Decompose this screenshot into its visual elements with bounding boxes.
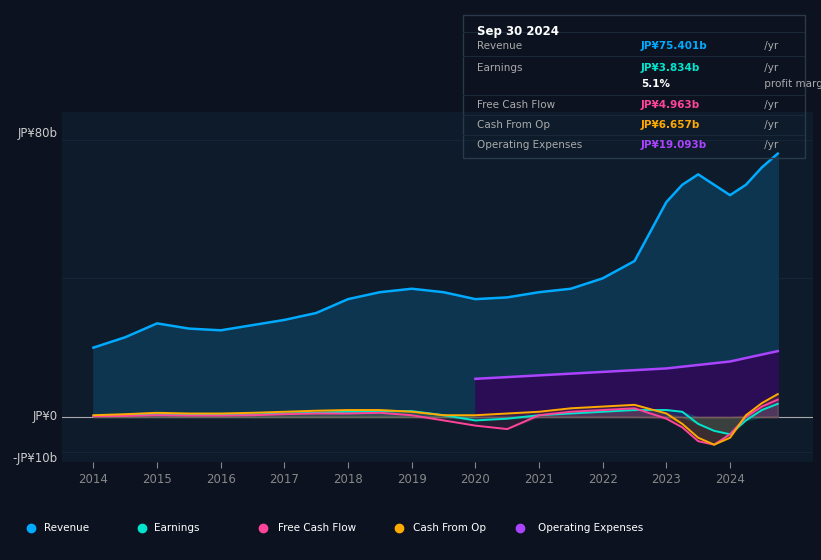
Text: JP¥0: JP¥0 <box>33 410 57 423</box>
Text: JP¥4.963b: JP¥4.963b <box>641 100 700 110</box>
Text: JP¥6.657b: JP¥6.657b <box>641 120 700 130</box>
Text: Operating Expenses: Operating Expenses <box>539 523 644 533</box>
Text: Free Cash Flow: Free Cash Flow <box>278 523 356 533</box>
Text: 5.1%: 5.1% <box>641 78 670 88</box>
Text: Free Cash Flow: Free Cash Flow <box>477 100 555 110</box>
Text: Sep 30 2024: Sep 30 2024 <box>477 25 558 38</box>
Text: JP¥80b: JP¥80b <box>18 127 57 140</box>
Text: JP¥3.834b: JP¥3.834b <box>641 63 700 73</box>
Text: /yr: /yr <box>760 41 777 52</box>
Text: -JP¥10b: -JP¥10b <box>12 451 57 465</box>
Text: /yr: /yr <box>760 100 777 110</box>
Text: /yr: /yr <box>760 120 777 130</box>
Text: profit margin: profit margin <box>760 78 821 88</box>
Text: JP¥19.093b: JP¥19.093b <box>641 140 707 150</box>
Text: Cash From Op: Cash From Op <box>477 120 550 130</box>
Text: Operating Expenses: Operating Expenses <box>477 140 582 150</box>
Text: /yr: /yr <box>760 140 777 150</box>
Text: JP¥75.401b: JP¥75.401b <box>641 41 708 52</box>
Text: /yr: /yr <box>760 63 777 73</box>
Text: Revenue: Revenue <box>44 523 89 533</box>
Text: Cash From Op: Cash From Op <box>414 523 487 533</box>
Text: Earnings: Earnings <box>477 63 522 73</box>
Text: Earnings: Earnings <box>154 523 200 533</box>
Text: Revenue: Revenue <box>477 41 522 52</box>
